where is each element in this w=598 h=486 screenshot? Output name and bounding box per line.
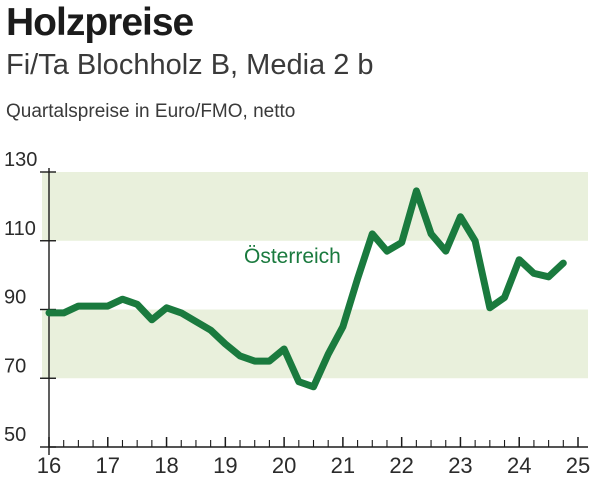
background-bands [42,172,588,379]
y-tick-label: 70 [4,355,26,377]
x-tick-label: 23 [448,453,472,478]
x-tick-label: 25 [566,453,590,478]
chart-subtitle: Fi/Ta Blochholz B, Media 2 b [6,49,374,81]
chart-title: Holzpreise [6,1,194,44]
series-group: Österreich [45,187,567,391]
x-tick-label: 17 [96,453,120,478]
x-axis: 16 17 18 19 20 21 22 23 24 25 [37,168,590,478]
y-tick-label: 130 [4,149,37,171]
band-0 [42,309,588,379]
x-tick-label: 19 [213,453,237,478]
x-tick-label: 18 [154,453,178,478]
y-tick-label: 50 [4,424,26,446]
y-tick-label: 110 [4,218,36,240]
series-label: Österreich [244,245,341,268]
x-tick-label: 20 [272,453,296,478]
series-line-0 [45,187,567,391]
x-tick-label: 21 [331,453,355,478]
x-tick-label: 16 [37,453,61,478]
x-tick-label: 22 [389,453,413,478]
band-1 [42,172,588,241]
x-tick-label: 24 [507,453,531,478]
unit-label: Quartalspreise in Euro/FMO, netto [6,101,296,122]
y-tick-label: 90 [4,287,26,309]
